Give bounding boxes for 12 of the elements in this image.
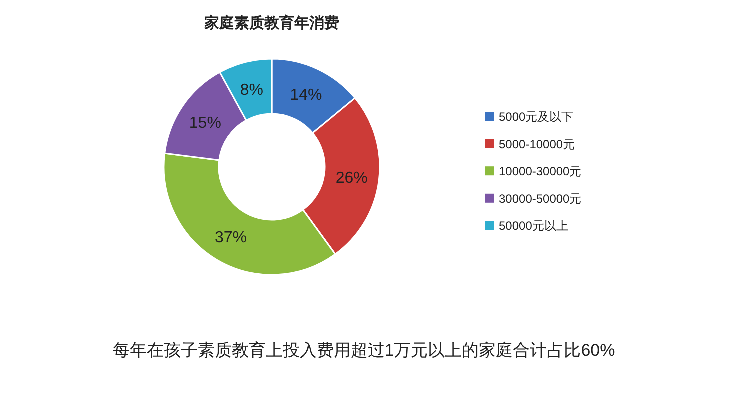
data-label: 8% — [240, 82, 264, 100]
data-label: 14% — [290, 87, 322, 104]
legend-label: 30000-50000元 — [499, 192, 582, 206]
chart-title: 家庭素质教育年消费 — [204, 14, 340, 32]
text: 每年在孩子素质教育上投入费用超过1万元以上的家庭合计占比60% — [112, 341, 616, 360]
legend-label: 10000-30000元 — [499, 164, 582, 179]
data-label: 15% — [189, 114, 222, 132]
data-label: 26% — [336, 170, 368, 188]
legend-label: 5000元及以下 — [499, 110, 574, 124]
legend-label: 50000元以上 — [499, 219, 568, 234]
data-label: 37% — [215, 229, 248, 246]
legend-label: 5000-10000元 — [499, 137, 576, 152]
